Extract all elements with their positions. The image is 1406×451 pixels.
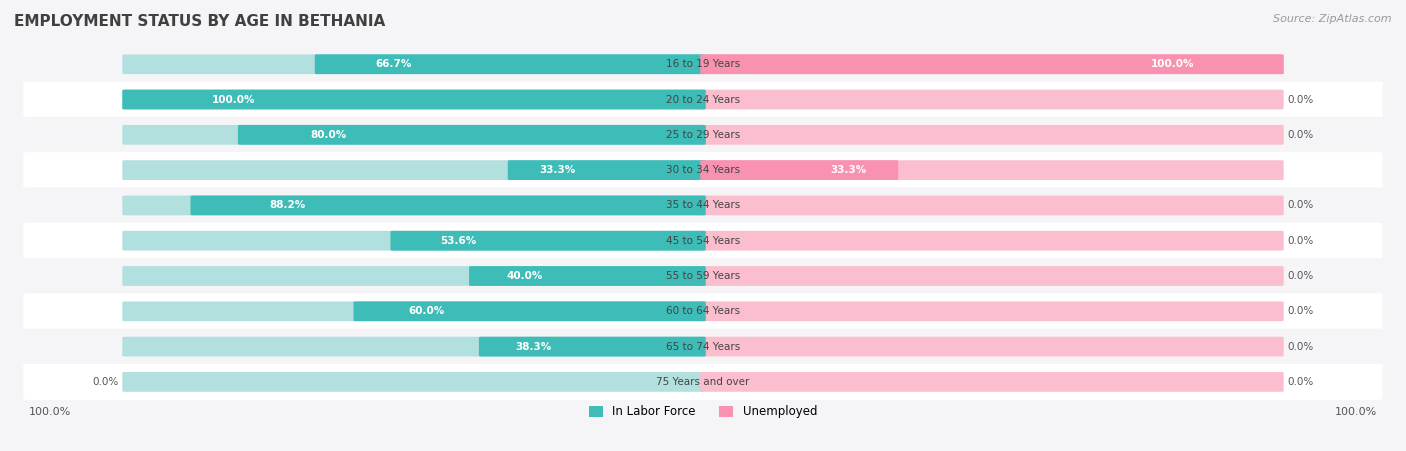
FancyBboxPatch shape — [700, 160, 1284, 180]
FancyBboxPatch shape — [24, 46, 1382, 82]
FancyBboxPatch shape — [24, 293, 1382, 329]
FancyBboxPatch shape — [122, 337, 706, 356]
Text: 55 to 59 Years: 55 to 59 Years — [666, 271, 740, 281]
Text: 0.0%: 0.0% — [1288, 236, 1315, 246]
FancyBboxPatch shape — [191, 196, 706, 215]
Text: 100.0%: 100.0% — [1334, 407, 1378, 417]
FancyBboxPatch shape — [700, 301, 1284, 321]
FancyBboxPatch shape — [122, 372, 706, 392]
Text: 20 to 24 Years: 20 to 24 Years — [666, 95, 740, 105]
FancyBboxPatch shape — [700, 196, 1284, 215]
Text: 65 to 74 Years: 65 to 74 Years — [666, 341, 740, 352]
FancyBboxPatch shape — [700, 125, 1284, 145]
FancyBboxPatch shape — [24, 223, 1382, 259]
Text: 80.0%: 80.0% — [309, 130, 346, 140]
Text: 38.3%: 38.3% — [515, 341, 551, 352]
FancyBboxPatch shape — [700, 160, 898, 180]
Text: 0.0%: 0.0% — [1288, 200, 1315, 211]
Text: 33.3%: 33.3% — [831, 165, 866, 175]
Text: 45 to 54 Years: 45 to 54 Years — [666, 236, 740, 246]
FancyBboxPatch shape — [700, 372, 1284, 392]
FancyBboxPatch shape — [238, 125, 706, 145]
FancyBboxPatch shape — [391, 231, 706, 251]
FancyBboxPatch shape — [122, 301, 706, 321]
FancyBboxPatch shape — [700, 337, 1284, 356]
Text: 0.0%: 0.0% — [1288, 306, 1315, 316]
Text: 100.0%: 100.0% — [212, 95, 256, 105]
FancyBboxPatch shape — [122, 90, 706, 110]
Text: 35 to 44 Years: 35 to 44 Years — [666, 200, 740, 211]
FancyBboxPatch shape — [508, 160, 706, 180]
FancyBboxPatch shape — [24, 82, 1382, 118]
Text: 33.3%: 33.3% — [540, 165, 575, 175]
FancyBboxPatch shape — [24, 329, 1382, 364]
Text: 75 Years and over: 75 Years and over — [657, 377, 749, 387]
FancyBboxPatch shape — [700, 266, 1284, 286]
Text: 100.0%: 100.0% — [28, 407, 72, 417]
FancyBboxPatch shape — [122, 90, 706, 110]
Text: Source: ZipAtlas.com: Source: ZipAtlas.com — [1274, 14, 1392, 23]
FancyBboxPatch shape — [470, 266, 706, 286]
Text: 60.0%: 60.0% — [408, 306, 444, 316]
FancyBboxPatch shape — [479, 337, 706, 356]
FancyBboxPatch shape — [24, 364, 1382, 400]
Text: 60 to 64 Years: 60 to 64 Years — [666, 306, 740, 316]
FancyBboxPatch shape — [24, 188, 1382, 223]
FancyBboxPatch shape — [24, 258, 1382, 294]
Text: 66.7%: 66.7% — [375, 59, 412, 69]
Text: 0.0%: 0.0% — [1288, 95, 1315, 105]
Text: 0.0%: 0.0% — [91, 377, 118, 387]
Text: 53.6%: 53.6% — [440, 236, 477, 246]
FancyBboxPatch shape — [353, 301, 706, 321]
Text: 0.0%: 0.0% — [1288, 377, 1315, 387]
Legend: In Labor Force, Unemployed: In Labor Force, Unemployed — [589, 405, 817, 419]
Text: 88.2%: 88.2% — [270, 200, 307, 211]
Text: 0.0%: 0.0% — [1288, 341, 1315, 352]
Text: 25 to 29 Years: 25 to 29 Years — [666, 130, 740, 140]
Text: 100.0%: 100.0% — [1150, 59, 1194, 69]
FancyBboxPatch shape — [700, 231, 1284, 251]
FancyBboxPatch shape — [122, 196, 706, 215]
FancyBboxPatch shape — [122, 160, 706, 180]
FancyBboxPatch shape — [24, 152, 1382, 188]
Text: 40.0%: 40.0% — [506, 271, 543, 281]
Text: 30 to 34 Years: 30 to 34 Years — [666, 165, 740, 175]
Text: 16 to 19 Years: 16 to 19 Years — [666, 59, 740, 69]
Text: 0.0%: 0.0% — [1288, 130, 1315, 140]
Text: EMPLOYMENT STATUS BY AGE IN BETHANIA: EMPLOYMENT STATUS BY AGE IN BETHANIA — [14, 14, 385, 28]
FancyBboxPatch shape — [122, 266, 706, 286]
FancyBboxPatch shape — [122, 125, 706, 145]
FancyBboxPatch shape — [315, 54, 706, 74]
FancyBboxPatch shape — [122, 231, 706, 251]
FancyBboxPatch shape — [700, 90, 1284, 110]
Text: 0.0%: 0.0% — [1288, 271, 1315, 281]
FancyBboxPatch shape — [700, 54, 1284, 74]
FancyBboxPatch shape — [122, 54, 706, 74]
FancyBboxPatch shape — [24, 117, 1382, 153]
FancyBboxPatch shape — [700, 54, 1284, 74]
